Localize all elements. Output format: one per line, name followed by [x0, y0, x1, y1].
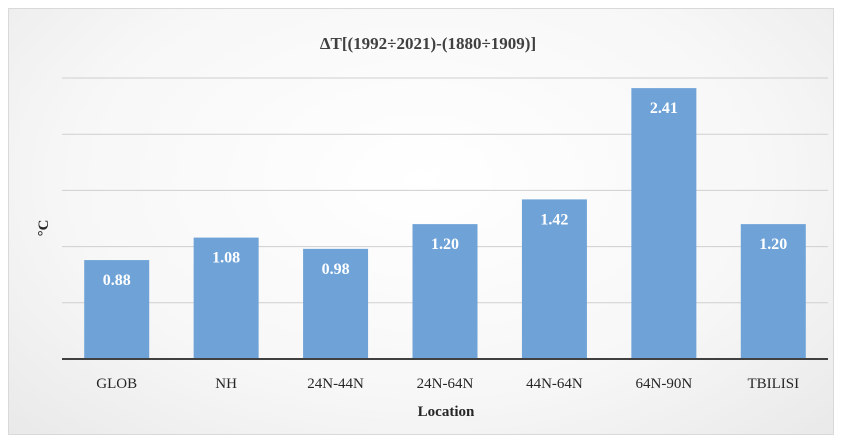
data-label-24n-44n: 0.98 [322, 261, 350, 278]
chart-title: ΔT[(1992÷2021)-(1880÷1909)] [320, 34, 536, 53]
x-tick-label-44n-64n: 44N-64N [526, 376, 583, 392]
bar-glob [84, 260, 150, 359]
y-axis-title: °C [36, 220, 52, 237]
data-label-64n-90n: 2.41 [650, 100, 678, 117]
bar-nh [193, 237, 259, 359]
data-label-glob: 0.88 [103, 272, 131, 289]
data-label-44n-64n: 1.42 [540, 211, 568, 228]
bar-tbilisi [740, 224, 806, 359]
x-tick-label-nh: NH [215, 376, 237, 392]
bars: 0.88 1.08 0.98 1.20 1.42 2.41 1.20 [84, 88, 806, 359]
bar-24n-44n [303, 248, 369, 359]
x-tick-labels: GLOB NH 24N-44N 24N-64N 44N-64N 64N-90N TBILIS… [96, 376, 799, 392]
x-tick-label-glob: GLOB [96, 376, 137, 392]
x-tick-label-64n-90n: 64N-90N [636, 376, 693, 392]
data-label-nh: 1.08 [212, 250, 240, 267]
x-tick-label-24n-44n: 24N-44N [307, 376, 364, 392]
bar-44n-64n [521, 199, 587, 359]
x-axis-title: Location [418, 404, 475, 420]
data-label-tbilisi: 1.20 [759, 236, 787, 253]
x-tick-label-tbilisi: TBILISI [747, 376, 799, 392]
data-label-24n-64n: 1.20 [431, 236, 459, 253]
x-tick-label-24n-64n: 24N-64N [417, 376, 474, 392]
bar-64n-90n [631, 88, 697, 359]
bar-24n-64n [412, 224, 478, 359]
